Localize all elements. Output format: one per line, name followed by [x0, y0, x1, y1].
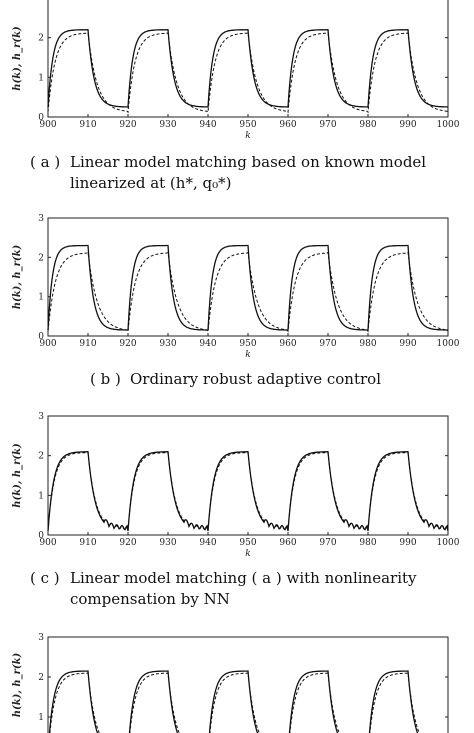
- y-tick-label: 3: [38, 412, 44, 422]
- plot-frame: [47, 217, 449, 337]
- plot-frame: [47, 636, 449, 733]
- x-tick-label: 910: [79, 120, 96, 130]
- y-tick-label: 1: [38, 73, 44, 83]
- caption-line-2: linearized at (h*, q₀*): [70, 174, 232, 192]
- x-tick-label: 930: [159, 339, 176, 349]
- y-tick-label: 0: [38, 332, 44, 342]
- caption-label: ( c ): [30, 569, 60, 587]
- series-line-solid: [47, 450, 449, 532]
- x-tick-label: 950: [239, 120, 256, 130]
- x-tick-label: 990: [399, 339, 416, 349]
- y-axis-label: h(k), h_r(k): [12, 652, 23, 717]
- caption-line-1: Ordinary robust adaptive control: [130, 370, 381, 388]
- x-tick-label: 990: [399, 538, 416, 548]
- x-tick-label: 940: [199, 339, 216, 349]
- y-tick-label: 1: [38, 713, 44, 723]
- x-tick-label: 950: [239, 538, 256, 548]
- x-tick-label: 930: [159, 120, 176, 130]
- y-tick-label: 2: [38, 34, 44, 44]
- chart-panel-1: 0 1 2 3 900 910 920 930 940 950 960 970 980 990 1000 k h…: [12, 214, 460, 360]
- figure-caption-0: ( a ) Linear model matching based on know…: [30, 152, 426, 194]
- series-line-dashed: [47, 451, 449, 532]
- x-tick-label: 960: [279, 339, 296, 349]
- x-tick-label: 940: [199, 538, 216, 548]
- y-tick-label: 3: [38, 633, 44, 643]
- caption-line-2: compensation by NN: [70, 590, 230, 608]
- x-tick-label: 1000: [437, 339, 460, 349]
- figure-caption-1: ( b ) Ordinary robust adaptive control: [90, 369, 381, 390]
- caption-label: ( a ): [30, 153, 61, 171]
- y-tick-label: 0: [38, 531, 44, 541]
- y-axis-label: h(k), h_r(k): [12, 443, 23, 508]
- x-axis-label: k: [245, 350, 250, 360]
- y-tick-label: 0: [38, 113, 44, 123]
- figure-caption-2: ( c ) Linear model matching ( a ) with no…: [30, 568, 417, 610]
- caption-line-1: Linear model matching ( a ) with nonline…: [70, 569, 417, 587]
- x-tick-label: 970: [319, 339, 336, 349]
- series-line-solid: [47, 244, 449, 331]
- x-tick-label: 950: [239, 339, 256, 349]
- y-tick-label: 1: [38, 293, 44, 303]
- x-axis-label: k: [245, 549, 250, 559]
- y-tick-label: 2: [38, 673, 44, 683]
- x-tick-label: 980: [359, 120, 376, 130]
- caption-line-1: Linear model matching based on known mod…: [70, 153, 427, 171]
- x-tick-label: 900: [39, 120, 56, 130]
- series-line-dashed: [47, 251, 449, 333]
- x-tick-label: 900: [39, 538, 56, 548]
- series-line-solid: [48, 670, 419, 733]
- series-line-dashed: [47, 32, 449, 114]
- plot-frame: [47, 0, 449, 118]
- chart-panel-3: 1 2 3 h(k), h_r(k): [12, 633, 449, 733]
- series-line-dashed: [49, 672, 420, 733]
- x-tick-label: 960: [279, 120, 296, 130]
- x-tick-label: 910: [79, 538, 96, 548]
- x-tick-label: 980: [359, 339, 376, 349]
- x-tick-label: 940: [199, 120, 216, 130]
- x-tick-label: 910: [79, 339, 96, 349]
- x-tick-label: 900: [39, 339, 56, 349]
- y-tick-label: 2: [38, 452, 44, 462]
- plot-frame: [47, 415, 449, 536]
- x-tick-label: 970: [319, 120, 336, 130]
- x-tick-label: 920: [119, 120, 136, 130]
- x-axis-label: k: [245, 131, 250, 141]
- x-tick-label: 930: [159, 538, 176, 548]
- x-tick-label: 1000: [437, 120, 460, 130]
- x-tick-label: 920: [119, 538, 136, 548]
- y-axis-label: h(k), h_r(k): [12, 244, 23, 309]
- x-tick-label: 970: [319, 538, 336, 548]
- y-tick-label: 1: [38, 491, 44, 501]
- x-tick-label: 960: [279, 538, 296, 548]
- y-tick-label: 3: [38, 214, 44, 224]
- x-tick-label: 990: [399, 120, 416, 130]
- series-line-solid: [47, 28, 449, 108]
- x-tick-label: 980: [359, 538, 376, 548]
- x-tick-label: 920: [119, 339, 136, 349]
- y-tick-label: 2: [38, 253, 44, 263]
- chart-panel-2: 0 1 2 3 900 910 920 930 940 950 960 970 980 990 1000 k h…: [12, 412, 460, 559]
- caption-label: ( b ): [90, 370, 121, 388]
- chart-panel-0: 0 1 2 900 910 920 930 940 950 960 970 980 990 1000 k h(…: [12, 0, 460, 141]
- x-tick-label: 1000: [437, 538, 460, 548]
- y-axis-label: h(k), h_r(k): [12, 26, 23, 91]
